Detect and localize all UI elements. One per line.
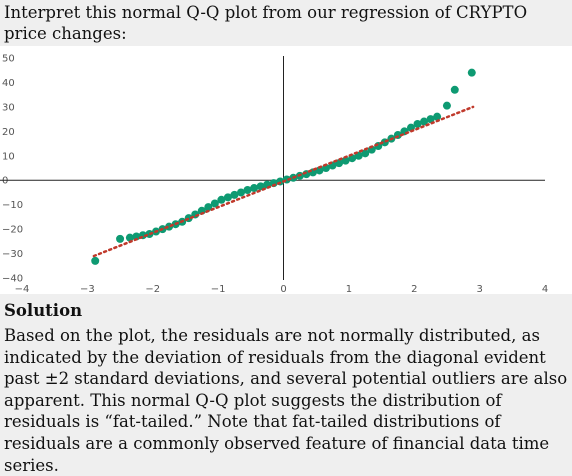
- y-tick-label: 0: [2, 176, 8, 187]
- x-tick-label: 3: [476, 284, 482, 294]
- y-tick-label: −30: [2, 249, 23, 260]
- x-tick-label: −2: [145, 284, 160, 294]
- solution-text: Based on the plot, the residuals are not…: [4, 325, 568, 476]
- residual-point: [451, 86, 459, 94]
- x-tick-label: 4: [542, 284, 548, 294]
- x-tick-label: −1: [211, 284, 226, 294]
- y-tick-label: 50: [2, 54, 15, 65]
- x-tick-label: 0: [280, 284, 286, 294]
- y-tick-label: 20: [2, 127, 15, 138]
- residual-point: [468, 69, 476, 77]
- solution-heading: Solution: [4, 300, 82, 321]
- x-tick-label: −4: [15, 284, 30, 294]
- y-tick-label: 10: [2, 151, 15, 162]
- y-tick-label: −40: [2, 274, 23, 285]
- y-tick-label: −20: [2, 225, 23, 236]
- x-tick-label: −3: [80, 284, 95, 294]
- residual-point: [91, 257, 99, 265]
- residual-point: [116, 235, 124, 243]
- x-tick-label: 1: [346, 284, 352, 294]
- y-tick-label: 30: [2, 102, 15, 113]
- residual-point: [443, 102, 451, 110]
- residual-point: [433, 113, 441, 121]
- y-axis-ticks: 50 40 30 20 10 0 −10 −20 −30 −40: [2, 54, 23, 285]
- qq-plot: 50 40 30 20 10 0 −10 −20 −30 −40 −4 −3 −2 −1 0 1 2 3 4: [0, 46, 572, 294]
- x-tick-label: 2: [411, 284, 417, 294]
- y-tick-label: 40: [2, 78, 15, 89]
- x-axis-ticks: −4 −3 −2 −1 0 1 2 3 4: [15, 284, 549, 294]
- y-tick-label: −10: [2, 200, 23, 211]
- question-text: Interpret this normal Q-Q plot from our …: [4, 2, 564, 44]
